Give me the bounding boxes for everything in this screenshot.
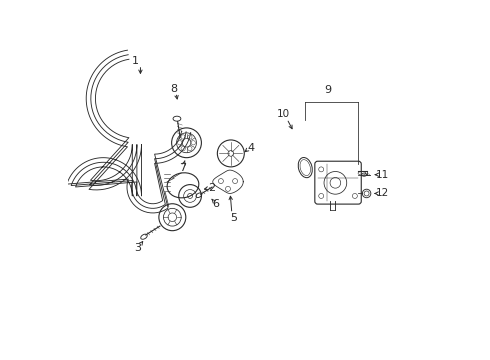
Text: 5: 5 xyxy=(230,213,237,223)
Text: 9: 9 xyxy=(325,85,332,95)
Text: 3: 3 xyxy=(134,243,141,253)
Text: 4: 4 xyxy=(248,143,255,153)
Text: 8: 8 xyxy=(170,84,177,94)
Text: 10: 10 xyxy=(276,109,290,120)
Text: 2: 2 xyxy=(208,183,215,193)
Text: 1: 1 xyxy=(132,56,139,66)
Text: 7: 7 xyxy=(179,163,187,172)
Text: 11: 11 xyxy=(376,170,389,180)
Text: 12: 12 xyxy=(376,189,389,198)
Text: 6: 6 xyxy=(213,199,220,209)
